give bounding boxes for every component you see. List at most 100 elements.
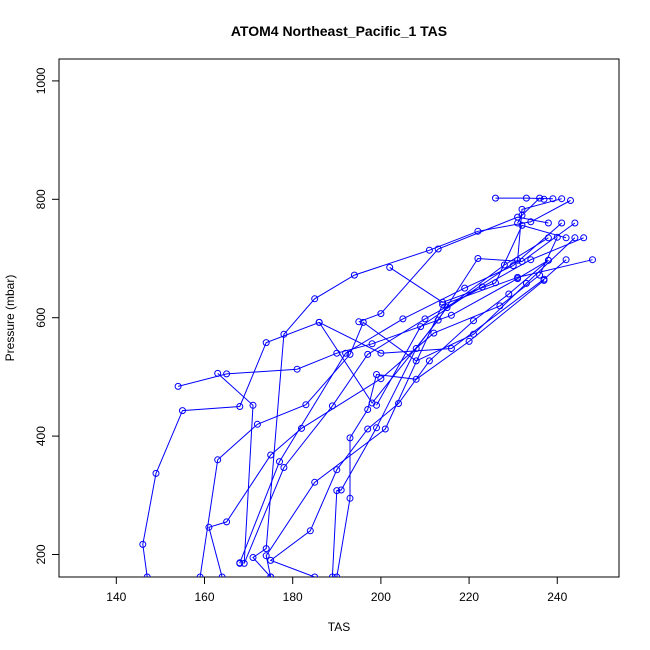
- series-6: [236, 219, 566, 567]
- data-point: [311, 478, 319, 486]
- data-point: [337, 486, 345, 494]
- series-line: [199, 237, 576, 577]
- data-point: [492, 194, 499, 202]
- series-line: [177, 259, 549, 387]
- data-point: [196, 573, 204, 577]
- series-line: [252, 200, 571, 577]
- data-point: [359, 318, 367, 326]
- data-point: [514, 273, 522, 281]
- data-point: [333, 487, 341, 495]
- data-point: [527, 218, 535, 226]
- data-point: [262, 545, 270, 553]
- y-tick-label: 800: [34, 189, 48, 209]
- data-point: [346, 434, 354, 442]
- data-point: [500, 261, 508, 269]
- data-point: [540, 276, 548, 284]
- y-tick-label: 200: [34, 544, 48, 564]
- data-point: [373, 401, 380, 409]
- series-17: [492, 194, 557, 203]
- data-point: [139, 540, 147, 548]
- series-12: [328, 234, 552, 577]
- series-14: [386, 221, 570, 306]
- data-point: [439, 298, 447, 306]
- data-point: [333, 573, 341, 577]
- data-point: [571, 234, 579, 242]
- data-point: [544, 234, 552, 242]
- data-point: [553, 233, 561, 241]
- data-point: [377, 375, 385, 383]
- data-point: [280, 464, 288, 471]
- data-point: [262, 552, 270, 560]
- series-13: [373, 195, 566, 409]
- data-point: [373, 424, 380, 432]
- series-10: [267, 256, 552, 577]
- data-point: [179, 407, 186, 415]
- series-line: [331, 237, 549, 577]
- series-line: [376, 198, 562, 406]
- data-point: [346, 494, 354, 502]
- data-point: [267, 556, 275, 564]
- data-point: [562, 256, 570, 264]
- data-point: [328, 573, 336, 577]
- data-point: [381, 425, 389, 433]
- data-point: [364, 350, 372, 358]
- series-line: [269, 259, 549, 577]
- series-line: [358, 216, 549, 323]
- data-point: [544, 256, 552, 264]
- data-point: [368, 340, 376, 348]
- data-point: [377, 349, 385, 357]
- data-point: [540, 195, 548, 203]
- series-8: [249, 197, 574, 577]
- data-point: [417, 323, 425, 331]
- x-tick-label: 140: [106, 590, 126, 604]
- series-line: [495, 197, 553, 200]
- data-point: [328, 402, 336, 410]
- data-point: [421, 315, 429, 323]
- data-point: [434, 316, 442, 324]
- data-point: [518, 258, 526, 265]
- data-point: [514, 219, 522, 227]
- data-point: [567, 197, 574, 204]
- data-point: [249, 401, 257, 409]
- series-line: [318, 222, 576, 404]
- data-point: [399, 315, 407, 323]
- data-point: [470, 317, 477, 325]
- chart-title: ATOM4 Northeast_Pacific_1 TAS: [231, 23, 447, 39]
- y-tick-label: 1000: [34, 67, 48, 94]
- data-point: [558, 195, 566, 203]
- data-point: [293, 365, 301, 373]
- x-tick-label: 160: [194, 590, 214, 604]
- y-axis-label: Pressure (mbar): [3, 275, 17, 362]
- x-axis-label: TAS: [328, 620, 350, 634]
- data-point: [205, 523, 213, 531]
- data-point: [434, 245, 442, 253]
- data-point: [214, 369, 222, 377]
- data-point: [443, 304, 451, 312]
- data-point: [425, 246, 433, 254]
- data-point: [505, 290, 513, 298]
- series-9: [333, 276, 548, 577]
- series-2: [196, 234, 579, 577]
- data-point: [214, 456, 222, 464]
- data-point: [346, 350, 354, 358]
- series-line: [265, 259, 593, 577]
- x-tick-label: 240: [547, 590, 567, 604]
- data-point: [544, 219, 552, 227]
- data-point: [412, 357, 420, 365]
- series-line: [208, 236, 558, 577]
- data-point: [333, 466, 341, 474]
- x-tick-label: 180: [283, 590, 303, 604]
- data-point: [267, 573, 275, 577]
- data-point: [174, 382, 182, 390]
- data-point: [249, 554, 257, 561]
- data-point: [527, 256, 535, 264]
- data-point: [395, 400, 402, 407]
- data-point: [425, 357, 433, 365]
- data-point: [589, 256, 596, 264]
- data-point: [412, 345, 420, 352]
- series-line: [389, 224, 567, 303]
- data-point: [350, 271, 358, 279]
- data-point: [218, 573, 226, 577]
- data-point: [474, 227, 482, 235]
